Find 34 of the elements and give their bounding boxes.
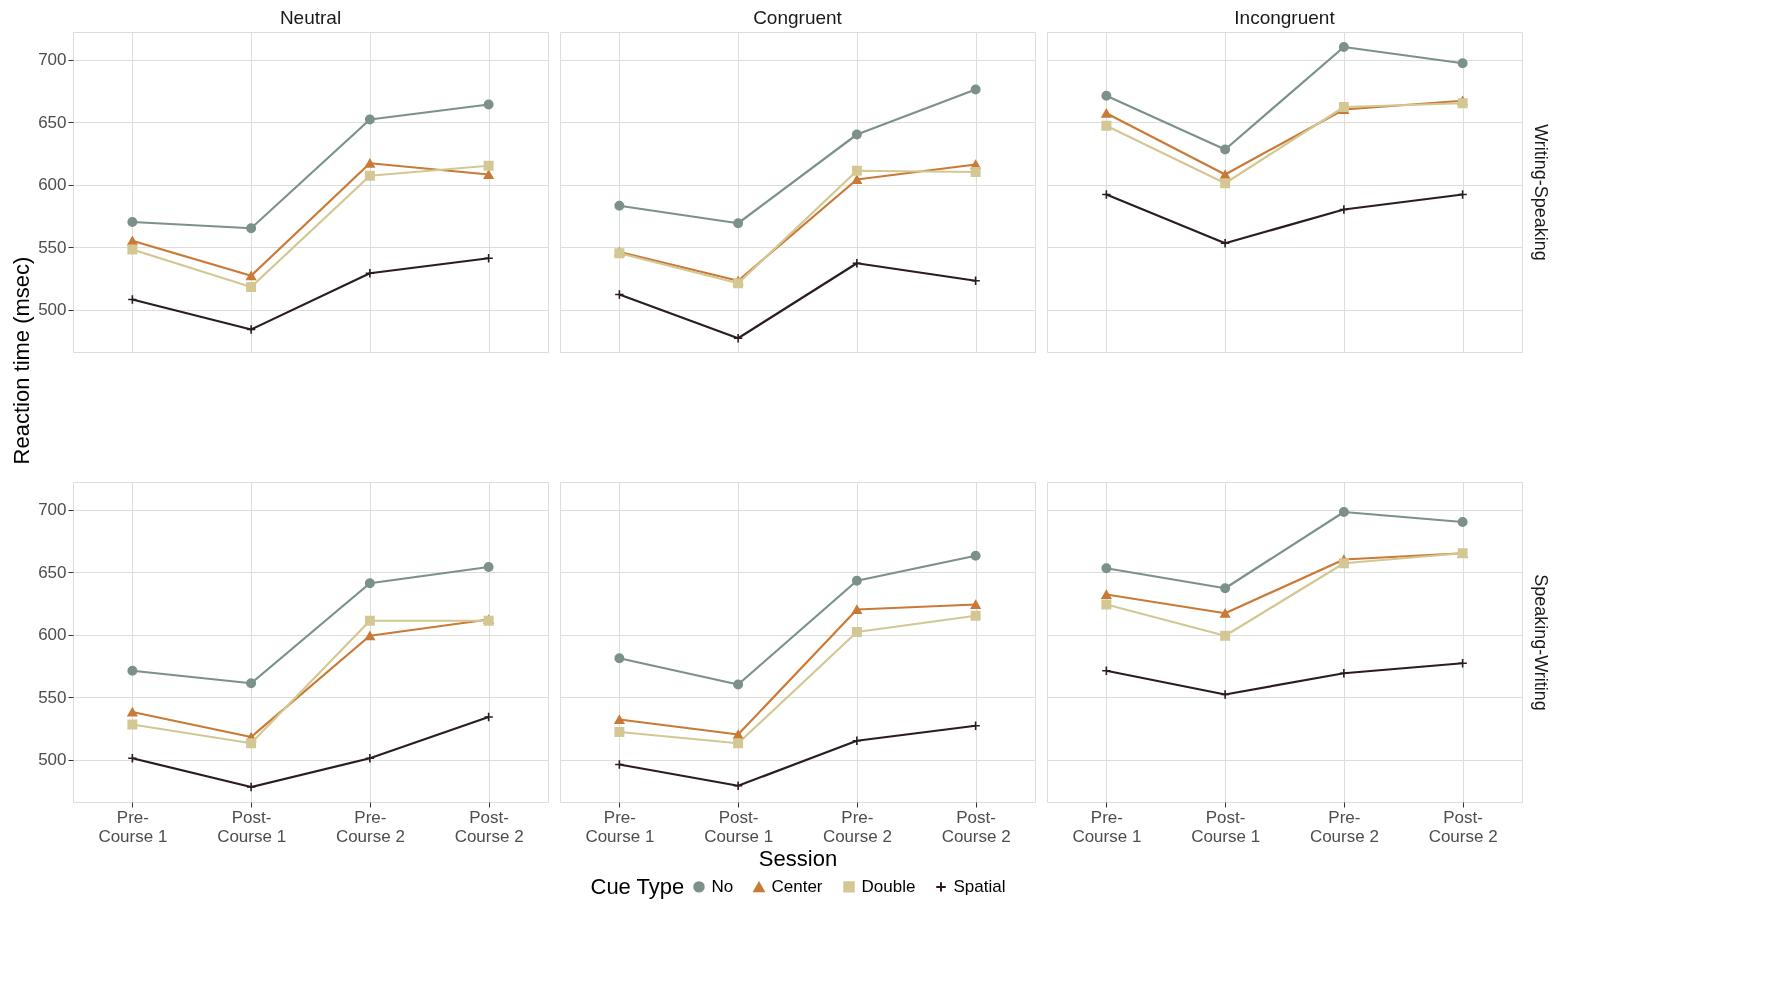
x-tick-label: Pre-Course 1 [585,807,655,846]
x-tick-label: Post-Course 1 [217,807,287,846]
y2-axis-title: Writing-Speaking [1530,124,1551,261]
legend-title: Cue Type [590,874,685,899]
y-tick-label: 500 [38,750,67,769]
x-axis-title: Session [758,845,838,871]
y-tick-label: 650 [38,562,67,582]
x-tick-label: Pre-Course 2 [1309,807,1379,846]
y-tick-label: 650 [38,112,67,132]
y-tick-label: 550 [38,687,67,707]
chart-title: Neutral [279,7,342,28]
chart-title: Congruent [753,7,843,28]
x-tick-label: Pre-Course 2 [822,807,892,846]
y-tick-label: 700 [38,50,67,69]
x-tick-label: Pre-Course 1 [98,807,168,846]
legend-label: Spatial [953,876,1006,896]
legend-label: Double [861,876,916,896]
y-tick-label: 550 [38,237,67,257]
legend-label: No [711,876,734,896]
legend-label: Center [771,877,823,897]
y-tick-label: 600 [38,625,67,644]
x-tick-label: Post-Course 1 [704,807,774,846]
x-tick-label: Post-Course 2 [454,807,524,846]
y-tick-label: 500 [38,300,67,319]
y2-axis-title: Speaking-Writing [1530,574,1551,711]
x-tick-label: Post-Course 2 [941,807,1011,846]
y-axis-title: Reaction time (msec) [9,256,35,465]
y-tick-label: 700 [38,500,67,519]
x-tick-label: Post-Course 1 [1191,807,1261,846]
chart-title: Incongruent [1234,7,1336,28]
x-tick-label: Post-Course 2 [1428,807,1498,846]
x-tick-label: Pre-Course 1 [1072,807,1142,846]
y-tick-label: 600 [38,175,67,194]
x-tick-label: Pre-Course 2 [335,807,405,846]
